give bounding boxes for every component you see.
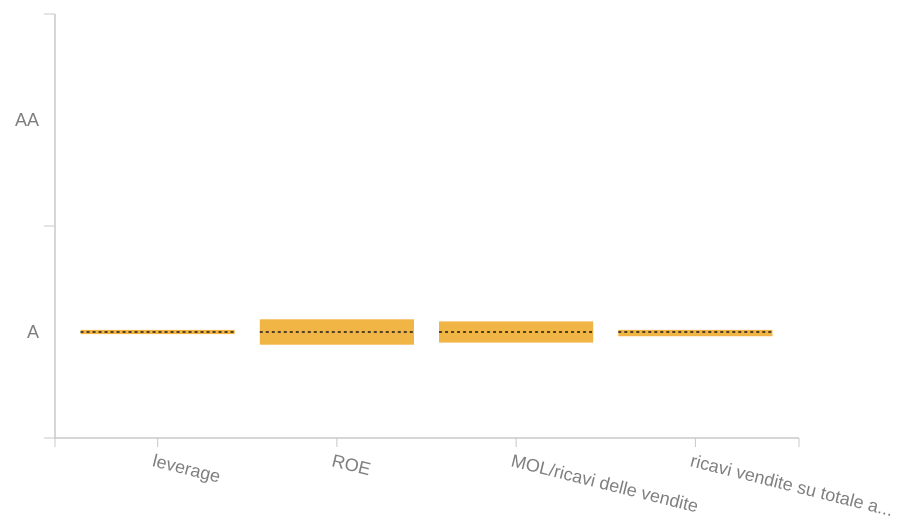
bars-group — [80, 319, 773, 345]
y-tick-label: AA — [15, 110, 39, 130]
range-bar — [439, 321, 594, 343]
y-axis: AAA — [15, 13, 55, 439]
x-axis: leverage ROE MOL/ricavi delle venditericav… — [54, 438, 895, 520]
y-tick-label: A — [27, 322, 39, 342]
x-tick-label: MOL/ricavi delle vendite — [509, 450, 700, 516]
x-tick-label: ROE — [330, 450, 373, 479]
range-bar — [259, 319, 414, 345]
x-tick-label: ricavi vendite su totale a... — [688, 450, 895, 520]
range-bar — [80, 329, 235, 335]
range-bar — [618, 329, 773, 337]
x-tick-label: leverage — [151, 450, 223, 486]
